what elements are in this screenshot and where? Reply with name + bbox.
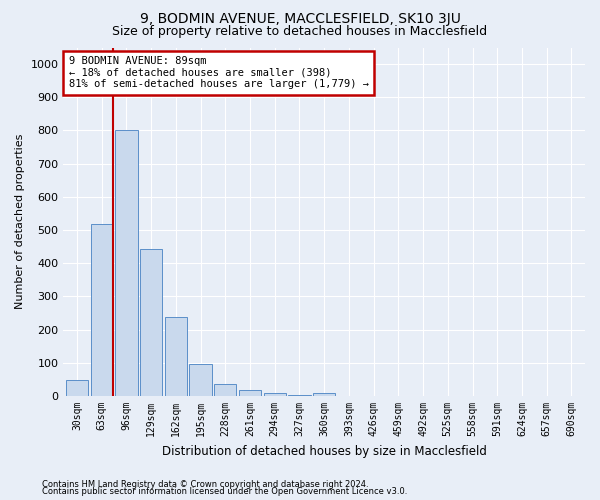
- Text: 9, BODMIN AVENUE, MACCLESFIELD, SK10 3JU: 9, BODMIN AVENUE, MACCLESFIELD, SK10 3JU: [140, 12, 460, 26]
- Text: Contains public sector information licensed under the Open Government Licence v3: Contains public sector information licen…: [42, 488, 407, 496]
- Bar: [239, 390, 261, 396]
- Bar: [190, 364, 212, 396]
- Text: Size of property relative to detached houses in Macclesfield: Size of property relative to detached ho…: [112, 25, 488, 38]
- X-axis label: Distribution of detached houses by size in Macclesfield: Distribution of detached houses by size …: [162, 444, 487, 458]
- Bar: [263, 392, 286, 396]
- Bar: [91, 224, 113, 396]
- Bar: [115, 130, 137, 396]
- Bar: [289, 395, 311, 396]
- Bar: [66, 380, 88, 396]
- Bar: [313, 394, 335, 396]
- Bar: [140, 249, 162, 396]
- Bar: [214, 384, 236, 396]
- Text: 9 BODMIN AVENUE: 89sqm
← 18% of detached houses are smaller (398)
81% of semi-de: 9 BODMIN AVENUE: 89sqm ← 18% of detached…: [68, 56, 368, 90]
- Text: Contains HM Land Registry data © Crown copyright and database right 2024.: Contains HM Land Registry data © Crown c…: [42, 480, 368, 489]
- Y-axis label: Number of detached properties: Number of detached properties: [15, 134, 25, 310]
- Bar: [165, 317, 187, 396]
